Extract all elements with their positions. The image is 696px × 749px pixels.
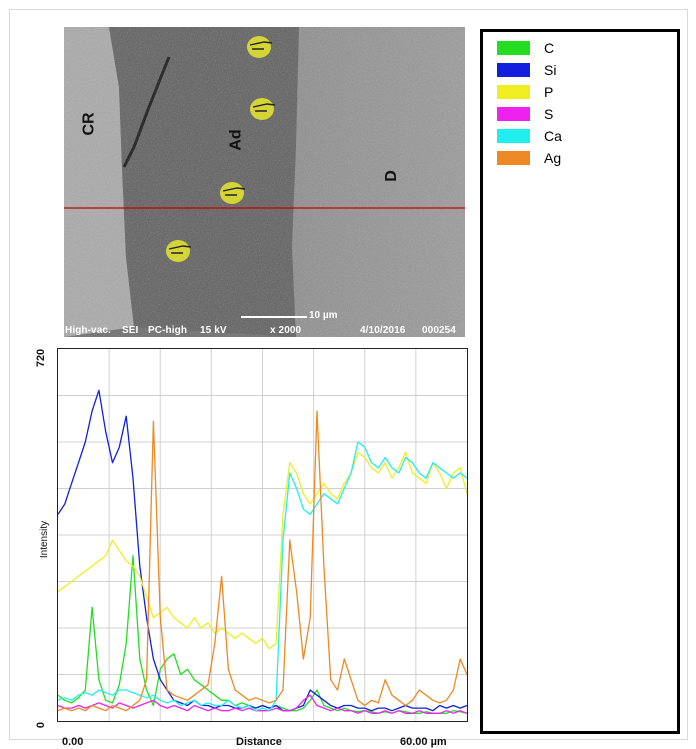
hud-magnification: x 2000: [270, 324, 302, 336]
legend-label-p: P: [544, 84, 554, 100]
region-label-d: D: [382, 170, 400, 182]
series-line-si: [58, 389, 467, 712]
legend-label-si: Si: [544, 62, 557, 78]
pointing-hand-icon: [250, 98, 276, 120]
legend: C Si P S Ca Ag: [480, 29, 680, 734]
y-axis-label: Intensity: [39, 520, 51, 559]
legend-item-ca: Ca: [497, 127, 562, 145]
hud-probe: PC-high: [148, 324, 188, 336]
series-line-s: [58, 694, 467, 714]
hud-mode: High-vac.: [65, 324, 111, 336]
legend-item-si: Si: [497, 61, 556, 79]
legend-swatch-c: [497, 41, 530, 55]
legend-item-ag: Ag: [497, 149, 561, 167]
legend-swatch-ag: [497, 151, 530, 165]
series-line-p: [58, 451, 467, 650]
sem-micrograph: CR Ad D 10 µm High-vac. SEI PC-high 15 k…: [64, 27, 465, 337]
legend-item-c: C: [497, 39, 554, 57]
y-tick-min: 0: [35, 721, 48, 729]
chart-plot-area: [58, 349, 467, 721]
micrograph-image: [64, 27, 465, 337]
hud-frame: 000254: [422, 324, 456, 336]
region-label-ad: Ad: [227, 129, 245, 151]
hud-detector: SEI: [122, 324, 139, 336]
x-tick-max: 60.00 µm: [400, 736, 447, 748]
y-tick-max: 720: [35, 348, 48, 368]
legend-swatch-p: [497, 85, 530, 99]
scale-bar-label: 10 µm: [309, 310, 338, 321]
pointing-hand-icon: [247, 36, 273, 58]
region-label-cr: CR: [80, 112, 98, 136]
line-scan-chart: [57, 348, 468, 722]
series-line-ca: [58, 441, 467, 712]
sem-info-bar: High-vac. SEI PC-high 15 kV x 2000 4/10/…: [64, 323, 465, 337]
legend-item-s: S: [497, 105, 553, 123]
legend-label-c: C: [544, 40, 555, 56]
legend-label-ca: Ca: [544, 128, 562, 144]
legend-label-s: S: [544, 106, 554, 122]
hud-date: 4/10/2016: [360, 324, 406, 336]
x-axis-label: Distance: [236, 736, 282, 748]
x-tick-min: 0.00: [62, 736, 84, 748]
legend-label-ag: Ag: [544, 150, 562, 166]
legend-swatch-s: [497, 107, 530, 121]
legend-swatch-ca: [497, 129, 530, 143]
pointing-hand-icon: [166, 240, 192, 262]
page-frame: [9, 9, 688, 740]
legend-swatch-si: [497, 63, 530, 77]
pointing-hand-icon: [220, 182, 246, 204]
legend-item-p: P: [497, 83, 553, 101]
hud-voltage: 15 kV: [200, 324, 227, 336]
series-line-ag: [58, 410, 467, 712]
